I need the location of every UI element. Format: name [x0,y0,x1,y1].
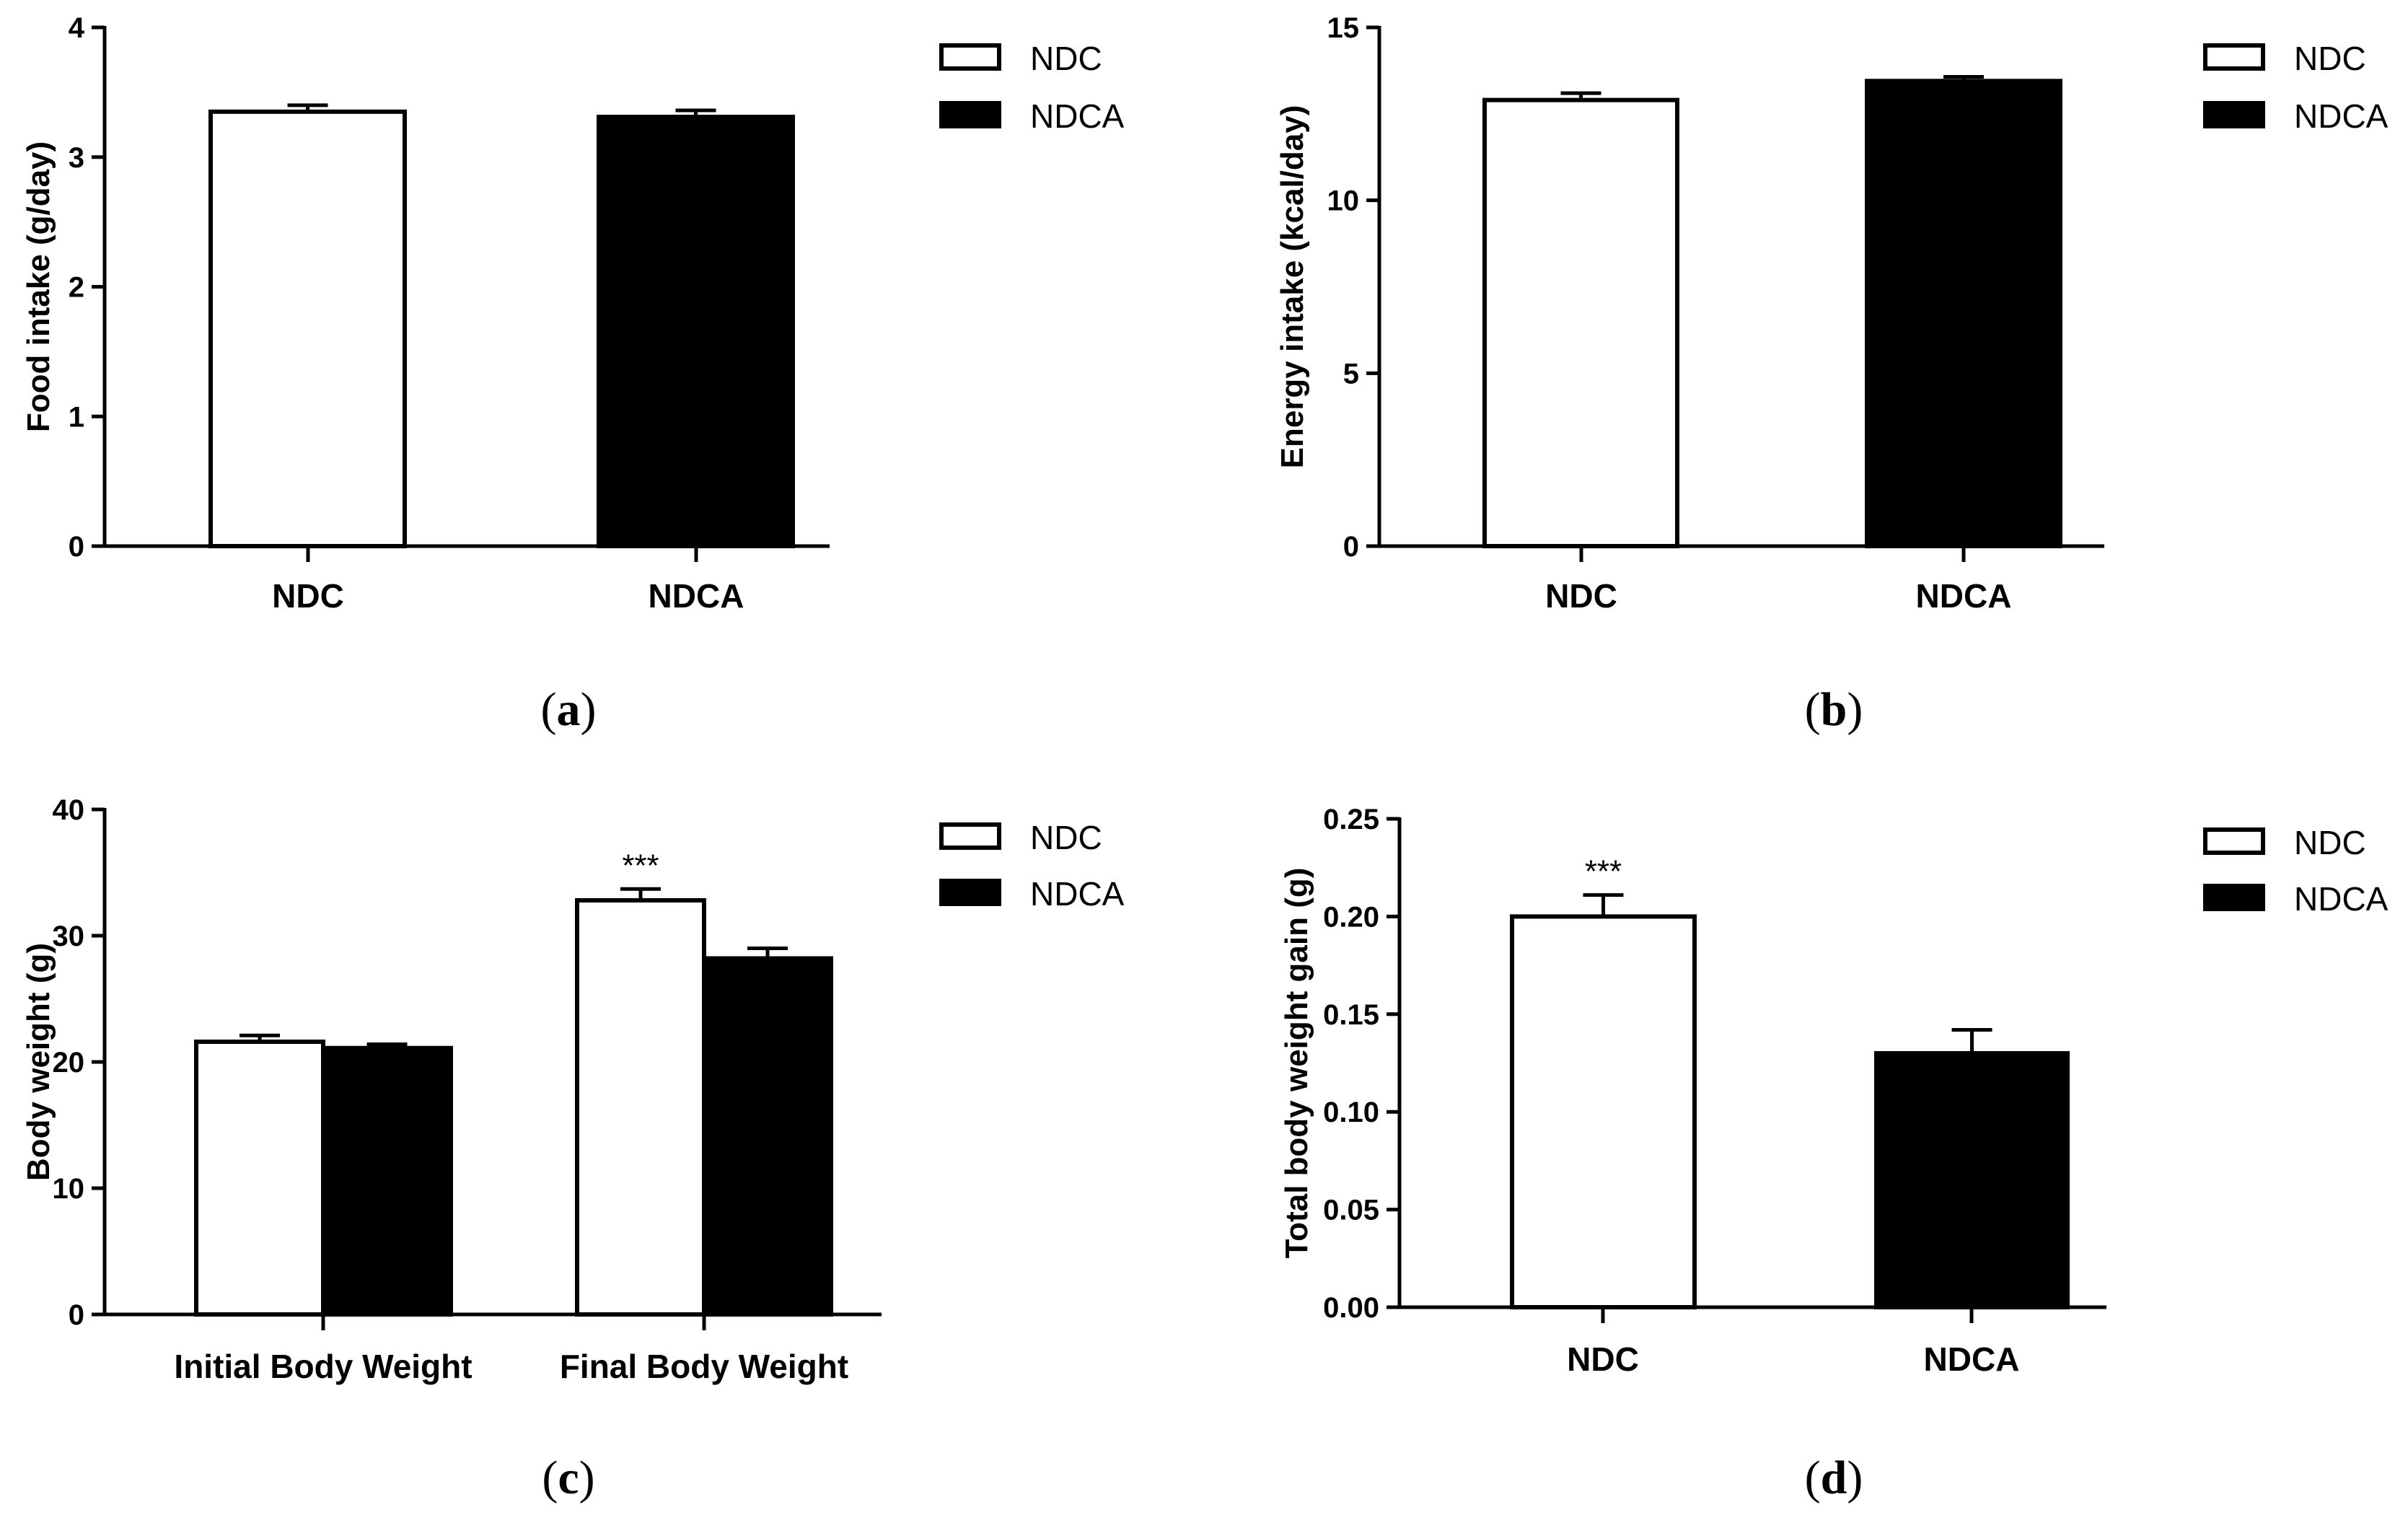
x-category-label: NDC [272,577,344,615]
legend-swatch-ndc [2203,43,2265,71]
y-tick-label: 0 [1343,531,1359,563]
y-tick-label: 0.15 [1323,999,1379,1031]
x-category-label: NDCA [1924,1340,2020,1378]
bar-ndca-ndc [1874,1050,2070,1309]
panel-label: (c) [542,1452,594,1504]
bar-ndca-initial-body-weight [321,1045,453,1317]
legend-label-ndc: NDC [2294,824,2366,861]
panel-label-letter: c [558,1452,579,1504]
bar-ndc-ndc [1482,97,1679,549]
y-tick-label: 15 [1327,12,1360,44]
bar-ndca-ndc [1865,79,2062,548]
y-tick-label: 3 [69,142,84,174]
bar-ndc-final-body-weight [575,898,706,1317]
legend-label-ndc: NDC [1030,819,1102,856]
significance-marker: *** [1585,854,1622,890]
legend-swatch-ndc [939,822,1001,850]
panel-label-letter: d [1821,1452,1847,1504]
legend-swatch-ndca [939,101,1001,128]
legend-label-ndca: NDCA [2294,97,2389,135]
y-tick-label: 0.00 [1323,1292,1379,1324]
legend-swatch-ndc [939,43,1001,71]
y-tick-label: 10 [53,1173,85,1205]
x-category-label: NDCA [649,577,744,615]
legend-swatch-ndca [2203,101,2265,128]
y-tick-label: 4 [69,12,85,44]
legend-swatch-ndc [2203,827,2265,855]
y-tick-label: 40 [53,794,85,826]
panel-label: (d) [1805,1452,1863,1504]
bar-ndca-final-body-weight [702,956,833,1317]
y-tick-label: 0.05 [1323,1195,1379,1226]
y-tick-label: 0.25 [1323,804,1379,835]
x-category-label: Initial Body Weight [174,1348,472,1385]
y-tick-label: 2 [69,272,84,304]
bar-ndc-ndc [1510,914,1697,1309]
y-axis-label: Energy intake (kcal/day) [1275,105,1310,469]
panel-label: (b) [1805,683,1863,736]
x-category-label: NDC [1567,1340,1639,1378]
panel-label-letter: a [557,683,581,736]
bar-ndc-ndc [208,109,407,548]
y-axis-label: Body weight (g) [21,943,56,1181]
y-tick-label: 0 [69,1299,84,1331]
legend-label-ndca: NDCA [2294,880,2389,918]
legend-swatch-ndca [939,879,1001,906]
legend-label-ndc: NDC [2294,40,2366,77]
panel-label: (a) [541,683,597,736]
x-category-label: Final Body Weight [560,1348,848,1385]
legend-label-ndca: NDCA [1030,97,1125,135]
y-tick-label: 0.20 [1323,901,1379,933]
y-axis-label: Food intake (g/day) [21,141,56,432]
legend-label-ndc: NDC [1030,40,1102,77]
y-tick-label: 30 [53,921,85,952]
x-category-label: NDCA [1916,577,2012,615]
bar-ndc-initial-body-weight [194,1040,325,1317]
panel-label-letter: b [1821,683,1847,736]
y-tick-label: 0.10 [1323,1097,1379,1128]
y-tick-label: 5 [1343,358,1359,390]
y-tick-label: 0 [69,531,84,563]
significance-marker: *** [622,848,659,883]
legend-label-ndca: NDCA [1030,875,1125,913]
bar-ndca-ndc [597,115,795,548]
x-category-label: NDC [1545,577,1617,615]
legend-swatch-ndca [2203,884,2265,911]
y-axis-label: Total body weight gain (g) [1279,868,1314,1259]
y-tick-label: 1 [69,401,84,433]
y-tick-label: 20 [53,1047,85,1079]
y-tick-label: 10 [1327,185,1360,217]
